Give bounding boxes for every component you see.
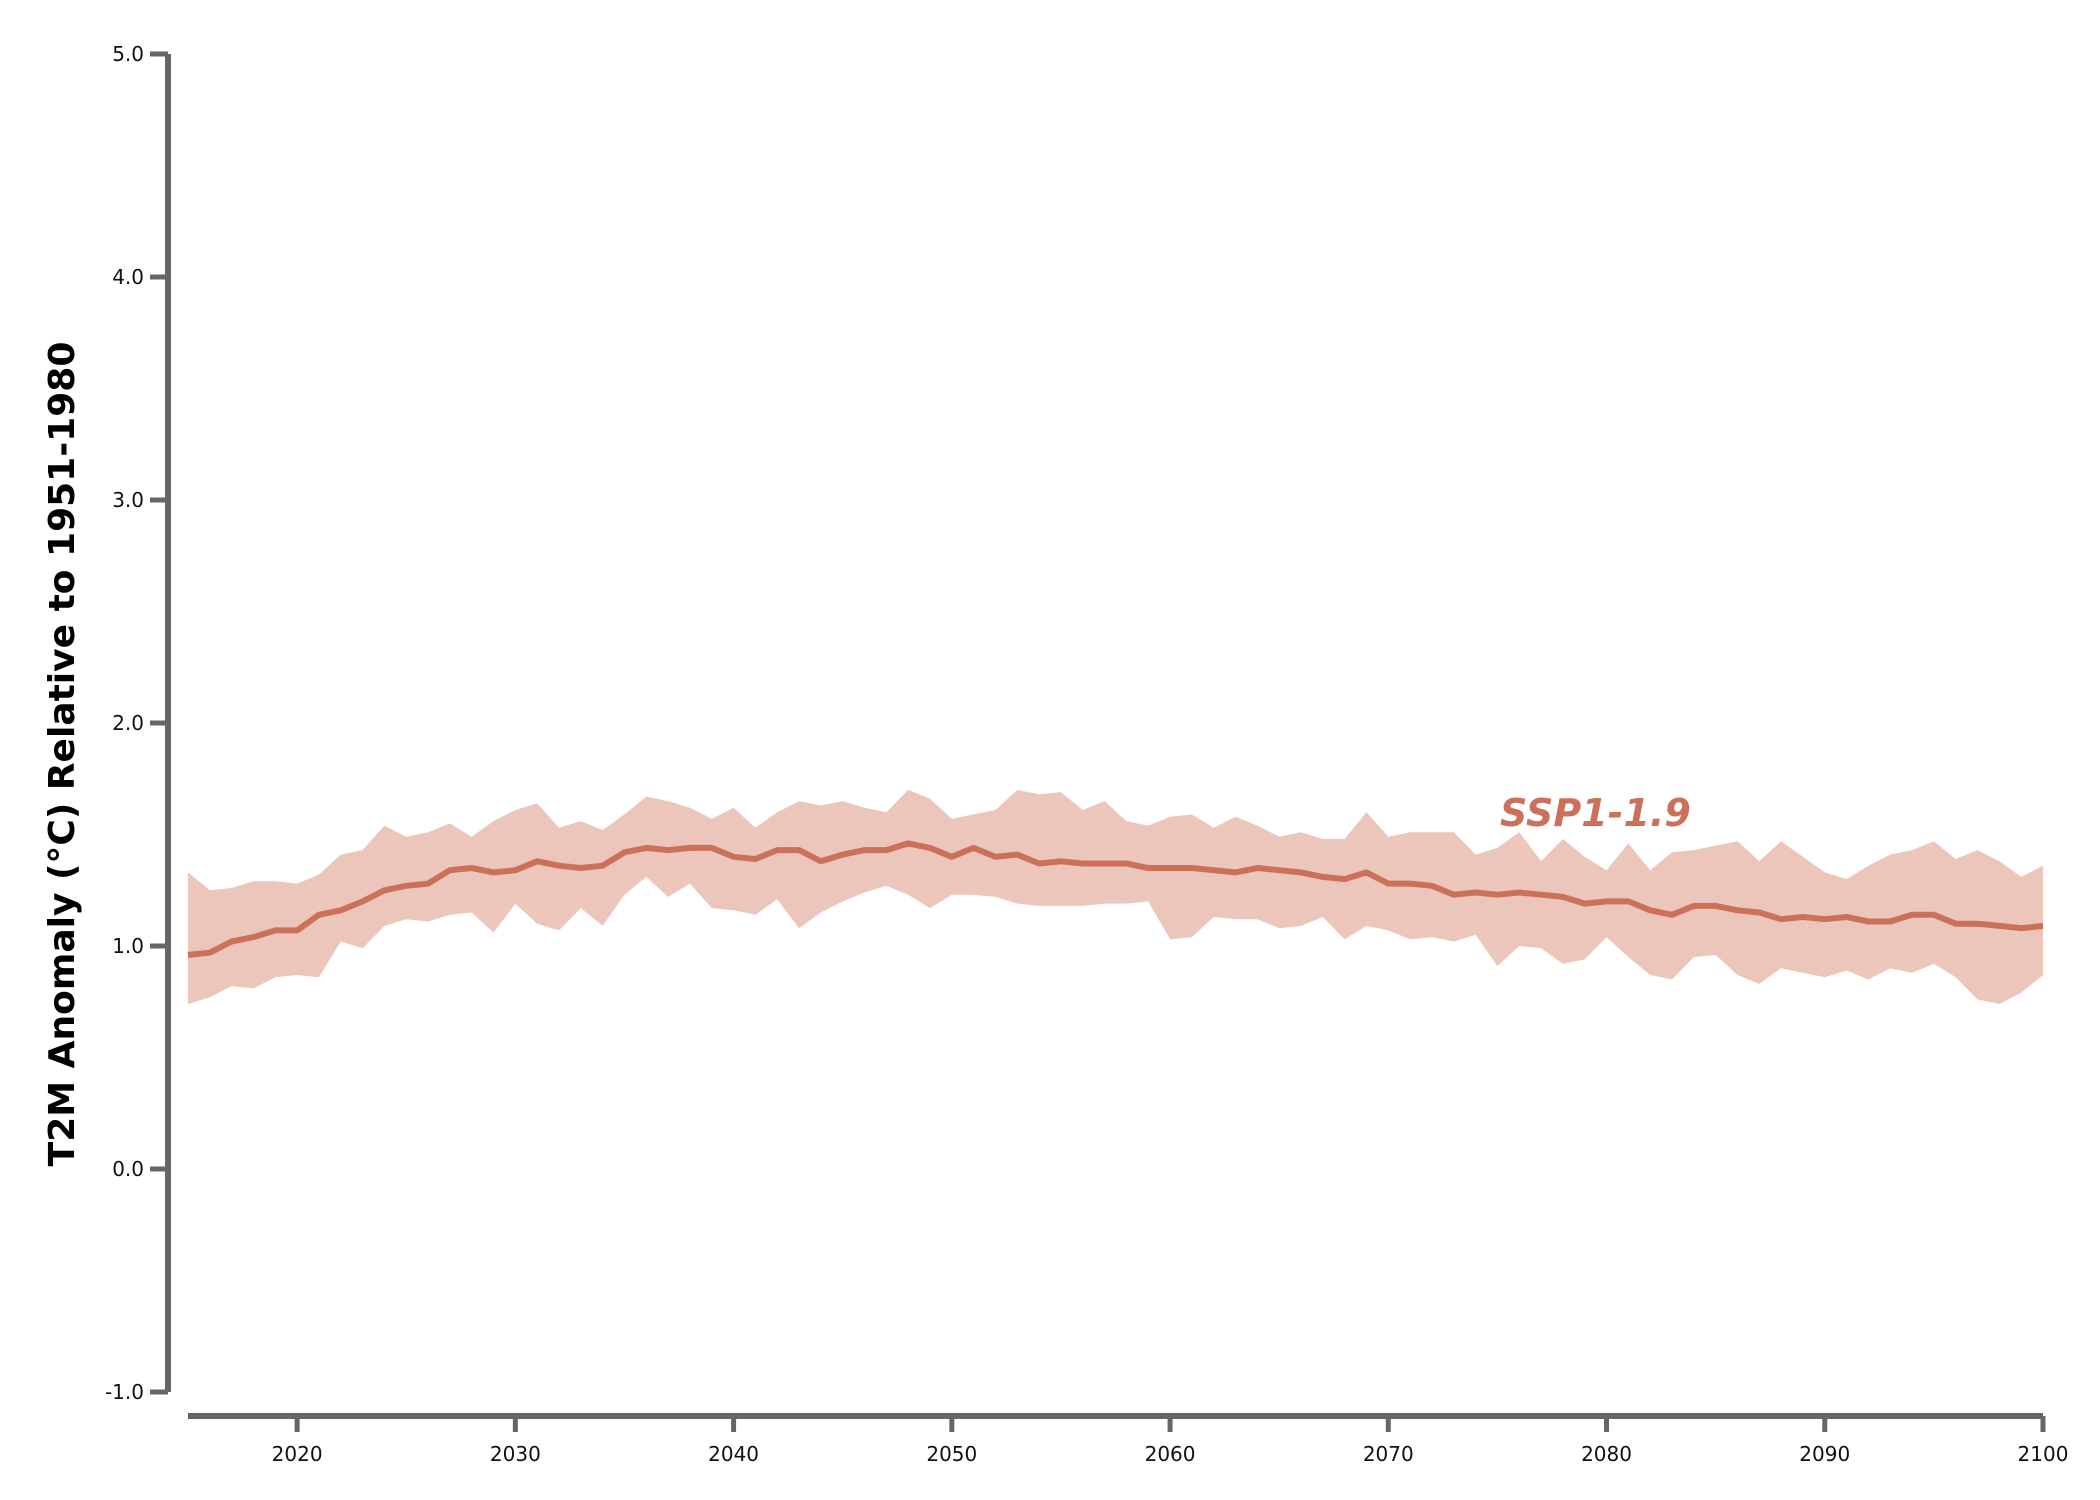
confidence-band-layer [188, 789, 2043, 1004]
series-label-ssp1-1-9: SSP1-1.9 [1500, 791, 1691, 835]
x-axis: 2020 2030 2040 2050 2060 2070 2080 2090 2100 [188, 1413, 2069, 1466]
y-tick-label: 2.0 [112, 711, 144, 735]
x-tick-label: 2090 [1799, 1442, 1850, 1466]
y-tick-label: 5.0 [112, 42, 144, 66]
x-tick-label: 2020 [272, 1442, 323, 1466]
x-tick-label: 2070 [1363, 1442, 1414, 1466]
y-axis-title: T2M Anomaly (°C) Relative to 1951-1980 [42, 342, 83, 1167]
x-tick-label: 2050 [926, 1442, 977, 1466]
series-line-layer [187, 840, 2044, 958]
x-tick-label: 2030 [490, 1442, 541, 1466]
x-tick-label: 2060 [1145, 1442, 1196, 1466]
y-tick-label: -1.0 [105, 1380, 144, 1404]
y-tick-label: 1.0 [112, 934, 144, 958]
y-tick-label: 3.0 [112, 488, 144, 512]
ssp1-1-9-mean-line [187, 840, 2044, 958]
y-axis: -1.0 0.0 1.0 2.0 3.0 4.0 5.0 [105, 42, 171, 1404]
x-tick-label: 2100 [2018, 1442, 2069, 1466]
y-tick-label: 0.0 [112, 1157, 144, 1181]
x-tick-label: 2040 [708, 1442, 759, 1466]
y-tick-label: 4.0 [112, 265, 144, 289]
x-tick-label: 2080 [1581, 1442, 1632, 1466]
ssp1-1-9-range-band [188, 789, 2043, 1004]
